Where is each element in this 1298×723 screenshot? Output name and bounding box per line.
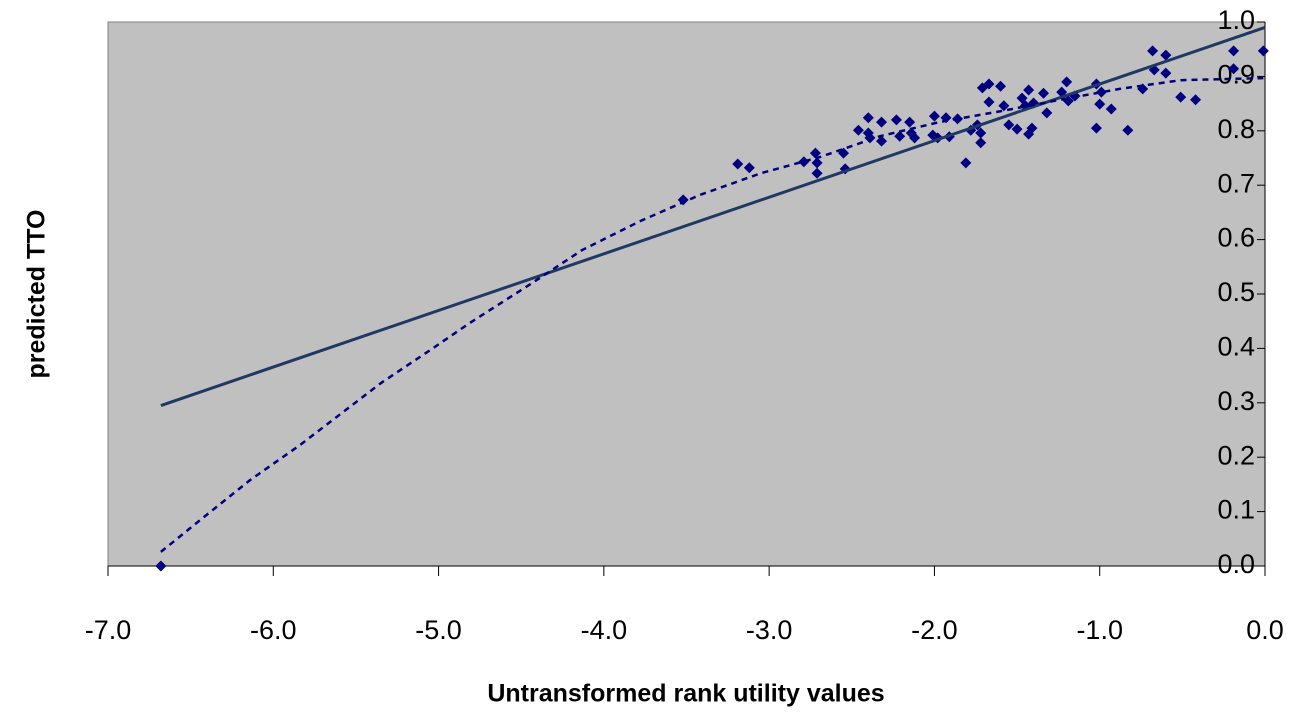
data-point (1003, 119, 1015, 131)
x-axis-title: Untransformed rank utility values (487, 680, 884, 708)
data-point (155, 560, 167, 572)
data-point (1038, 87, 1050, 99)
data-point (960, 157, 972, 169)
y-tick-label: 0.9 (1217, 60, 1255, 90)
trend-line (160, 26, 1266, 407)
data-point (1190, 94, 1202, 106)
data-point (894, 130, 906, 142)
data-point (1228, 63, 1240, 75)
y-tick-label: 0.1 (1217, 495, 1255, 525)
data-point (1160, 49, 1172, 61)
x-tick-label: -5.0 (415, 615, 462, 645)
fit-curve (160, 76, 1266, 553)
data-point (809, 147, 821, 159)
data-point (1011, 123, 1023, 135)
data-point (864, 132, 876, 144)
data-point (983, 78, 995, 90)
y-tick-label: 0.0 (1217, 549, 1255, 579)
y-tick-label: 0.7 (1217, 168, 1255, 198)
data-point (1147, 45, 1159, 57)
y-tick-label: 0.4 (1217, 332, 1255, 362)
data-point (983, 96, 995, 108)
y-tick-label: 0.2 (1217, 440, 1255, 470)
x-tick-label: 0.0 (1246, 615, 1284, 645)
data-point (1175, 91, 1187, 103)
data-point (975, 127, 987, 139)
data-point (928, 110, 940, 122)
x-tick-label: -4.0 (581, 615, 628, 645)
x-tick-label: -6.0 (250, 615, 297, 645)
data-point (1257, 45, 1269, 57)
data-point (876, 135, 888, 147)
data-point (890, 114, 902, 126)
data-point (1061, 76, 1073, 88)
data-point (995, 80, 1007, 92)
y-tick-label: 1.0 (1217, 5, 1255, 35)
plot-area (107, 21, 1266, 567)
data-point (852, 124, 864, 136)
data-point (1160, 67, 1172, 79)
data-point (743, 162, 755, 174)
data-point (975, 137, 987, 149)
x-tick-label: -3.0 (746, 615, 793, 645)
data-point (1122, 124, 1134, 136)
data-point (732, 158, 744, 170)
data-point (811, 167, 823, 179)
data-point (798, 156, 810, 168)
data-point (909, 132, 921, 144)
data-point (876, 116, 888, 128)
data-point (811, 157, 823, 169)
data-point (998, 100, 1010, 112)
data-point (1095, 86, 1107, 98)
data-point (1094, 98, 1106, 110)
data-point (1105, 103, 1117, 115)
x-tick-label: -7.0 (85, 615, 132, 645)
y-axis-title: predicted TTO (23, 209, 51, 378)
y-tick-label: 0.8 (1217, 114, 1255, 144)
data-point (1041, 107, 1053, 119)
data-point (1026, 122, 1038, 134)
y-tick-label: 0.5 (1217, 277, 1255, 307)
x-tick-label: -1.0 (1076, 615, 1123, 645)
data-point (904, 116, 916, 128)
y-tick-label: 0.6 (1217, 223, 1255, 253)
x-tick-label: -2.0 (911, 615, 958, 645)
data-point (1228, 45, 1240, 57)
data-point (1023, 84, 1035, 96)
y-tick-label: 0.3 (1217, 386, 1255, 416)
data-point (862, 112, 874, 124)
data-point (1090, 122, 1102, 134)
